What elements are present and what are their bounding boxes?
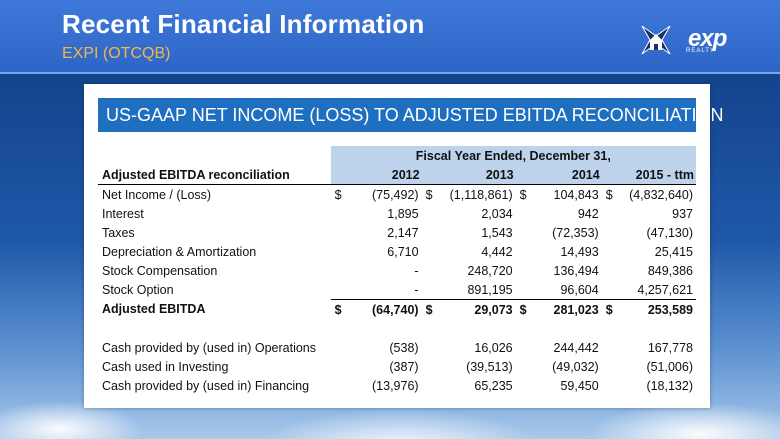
table-row: Net Income / (Loss) $ (75,492) $ (1,118,…: [98, 185, 696, 205]
year-header: 2014: [515, 165, 602, 185]
fiscal-year-header-row: Fiscal Year Ended, December 31,: [98, 146, 696, 165]
cell-value: 244,442: [553, 340, 599, 355]
currency-sign: $: [330, 299, 349, 319]
table-banner-title: US-GAAP NET INCOME (LOSS) TO ADJUSTED EB…: [98, 98, 723, 132]
cell-value: 65,235: [474, 378, 513, 393]
currency-sign: $: [605, 187, 613, 202]
table-row: Cash provided by (used in) Operations (5…: [98, 338, 696, 357]
table-row: Cash provided by (used in) Financing (13…: [98, 376, 696, 395]
cell-value: (51,006): [646, 359, 693, 374]
cell-value: (39,513): [466, 359, 513, 374]
cell-value: (13,976): [372, 378, 419, 393]
spacer-row: [98, 319, 696, 338]
table-row: Stock Compensation - 248,720 136,494 849…: [98, 261, 696, 280]
year-header: 2015 - ttm: [601, 165, 696, 185]
cell-value: 891,195: [467, 282, 513, 297]
currency-sign: $: [601, 299, 620, 319]
cell-value: 4,257,621: [637, 282, 693, 297]
cell-value: -: [414, 282, 419, 297]
fiscal-year-group-header: Fiscal Year Ended, December 31,: [330, 146, 696, 165]
logo-tagline: REALTY: [686, 48, 715, 54]
cell-value: 849,386: [647, 263, 693, 278]
cell-value: 937: [672, 206, 693, 221]
table-row: Interest 1,895 2,034 942 937: [98, 204, 696, 223]
cell-value: (538): [389, 340, 419, 355]
row-label: Cash provided by (used in) Financing: [102, 378, 310, 393]
cell-value: 2,147: [387, 225, 419, 240]
cell-value: (18,132): [646, 378, 693, 393]
currency-sign: $: [421, 299, 440, 319]
cell-value: (49,032): [552, 359, 599, 374]
table-row: Depreciation & Amortization 6,710 4,442 …: [98, 242, 696, 261]
cell-value: 281,023: [533, 299, 602, 319]
table-row: Taxes 2,147 1,543 (72,353) (47,130): [98, 223, 696, 242]
first-column-header: Adjusted EBITDA reconciliation: [98, 165, 331, 185]
row-label: Interest: [102, 206, 144, 221]
currency-sign: $: [515, 299, 534, 319]
adjusted-ebitda-row: Adjusted EBITDA $ (64,740) $ 29,073 $ 28…: [98, 299, 696, 319]
cell-value: (64,740): [348, 299, 422, 319]
slide-header: Recent Financial Information EXPI (OTCQB…: [0, 0, 780, 74]
cell-value: 16,026: [474, 340, 513, 355]
cell-value: 104,843: [553, 187, 599, 202]
cell-value: (387): [389, 359, 419, 374]
currency-sign: $: [519, 187, 527, 202]
cell-value: (1,118,861): [449, 187, 513, 202]
cell-value: 59,450: [560, 378, 599, 393]
cell-value: (75,492): [372, 187, 419, 202]
cell-value: 942: [577, 206, 599, 221]
cell-value: 4,442: [481, 244, 513, 259]
reconciliation-table: Fiscal Year Ended, December 31, Adjusted…: [98, 146, 696, 395]
year-header: 2013: [421, 165, 516, 185]
cell-value: 253,589: [620, 299, 696, 319]
cell-value: 25,415: [654, 244, 693, 259]
cell-value: 248,720: [467, 263, 513, 278]
exp-realty-logo-icon: [641, 25, 671, 55]
cell-value: -: [414, 263, 419, 278]
column-header-row: Adjusted EBITDA reconciliation 2012 2013…: [98, 165, 696, 185]
row-label: Adjusted EBITDA: [102, 302, 206, 317]
currency-sign: $: [334, 187, 342, 202]
cell-value: 136,494: [553, 263, 599, 278]
cell-value: 2,034: [481, 206, 513, 221]
cell-value: 1,895: [387, 206, 419, 221]
table-row: Cash used in Investing (387) (39,513) (4…: [98, 357, 696, 376]
row-label: Net Income / (Loss): [102, 187, 212, 202]
cell-value: 14,493: [560, 244, 599, 259]
table-row: Stock Option - 891,195 96,604 4,257,621: [98, 280, 696, 300]
content-panel: US-GAAP NET INCOME (LOSS) TO ADJUSTED EB…: [84, 84, 723, 408]
row-label: Depreciation & Amortization: [102, 244, 257, 259]
cell-value: 29,073: [439, 299, 516, 319]
slide-title: Recent Financial Information: [62, 9, 425, 39]
row-label: Cash used in Investing: [102, 359, 229, 374]
cell-value: (4,832,640): [629, 187, 693, 202]
logo-wordmark: exp: [688, 25, 727, 52]
cell-value: (72,353): [552, 225, 599, 240]
row-label: Taxes: [102, 225, 135, 240]
year-header: 2012: [330, 165, 422, 185]
cell-value: 167,778: [647, 340, 693, 355]
row-label: Stock Option: [102, 282, 174, 297]
row-label: Stock Compensation: [102, 263, 218, 278]
cell-value: 96,604: [560, 282, 599, 297]
cell-value: 6,710: [387, 244, 419, 259]
slide-subtitle: EXPI (OTCQB): [62, 45, 171, 62]
row-label: Cash provided by (used in) Operations: [102, 340, 317, 355]
currency-sign: $: [425, 187, 433, 202]
cell-value: 1,543: [481, 225, 513, 240]
cell-value: (47,130): [646, 225, 693, 240]
